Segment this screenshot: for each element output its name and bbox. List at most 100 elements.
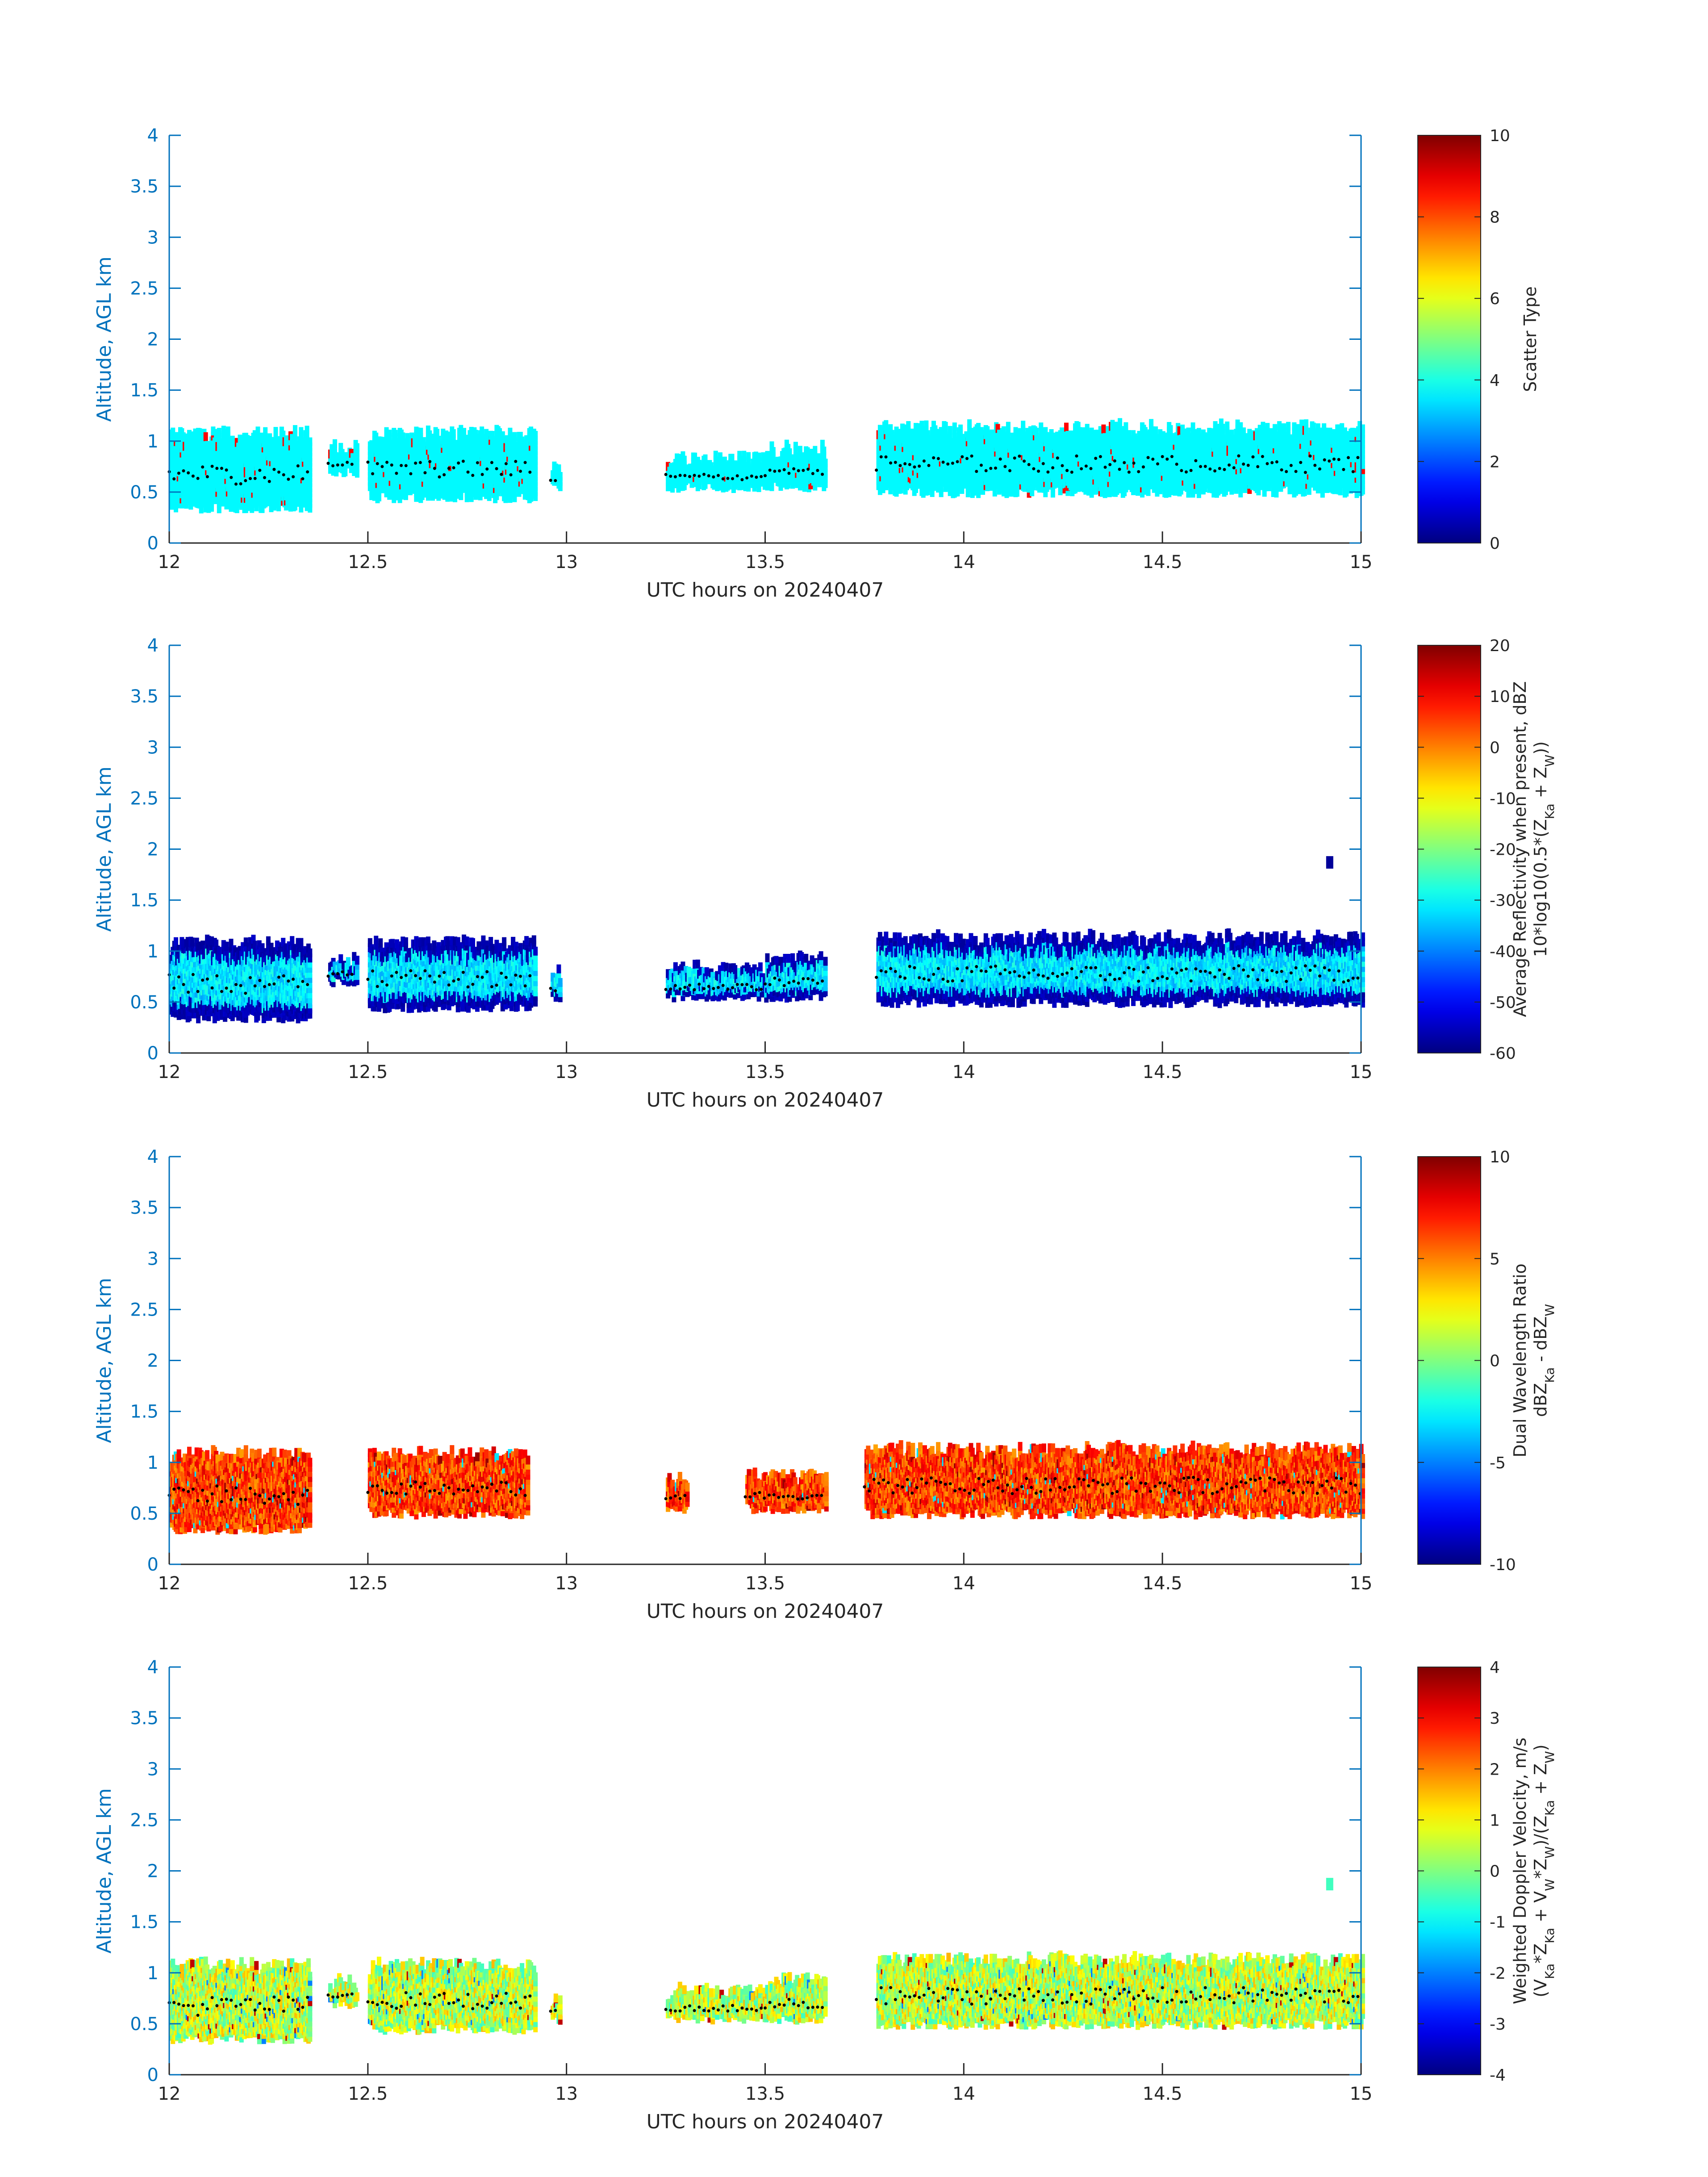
data-cell [742, 451, 746, 460]
layer-marker-dot [306, 470, 309, 473]
layer-marker-dot [669, 475, 672, 478]
data-cell [944, 422, 948, 431]
data-cell [299, 427, 303, 436]
layer-marker-dot [196, 477, 200, 480]
data-cell [418, 428, 423, 437]
layer-marker-dot [481, 473, 484, 476]
layer-marker-dot [192, 475, 195, 478]
layer-marker-dot [211, 465, 214, 468]
layer-marker-dot [792, 467, 795, 470]
layer-marker-dot [405, 464, 408, 467]
layer-marker-dot [490, 461, 493, 464]
data-cell [462, 428, 466, 437]
layer-marker-dot [400, 464, 403, 467]
layer-marker-dot [263, 476, 266, 479]
layer-marker-dot [244, 479, 247, 482]
data-cell [305, 426, 309, 435]
layer-marker-dot [462, 460, 465, 463]
layer-marker-dot [773, 470, 776, 473]
data-cells [168, 418, 1365, 513]
layer-marker-dot [254, 477, 257, 480]
layer-marker-dot [390, 464, 393, 467]
layer-marker-dot [702, 473, 706, 476]
data-cell [952, 422, 957, 431]
layer-marker-dot [234, 483, 238, 486]
layer-marker-dot [331, 464, 334, 468]
layer-marker-dot [385, 461, 388, 464]
layer-marker-dot [296, 464, 300, 468]
layer-marker-dot [519, 470, 522, 473]
layer-marker-dot [688, 475, 691, 478]
layer-marker-dot [821, 473, 824, 476]
layer-marker-dot [467, 471, 470, 474]
layer-marker-dot [778, 469, 781, 472]
layer-marker-dot [731, 477, 734, 480]
layer-marker-dot [549, 479, 552, 482]
layer-marker-dot [554, 479, 557, 482]
layer-marker-dot [428, 460, 431, 463]
layer-marker-dot [206, 475, 209, 478]
layer-marker-dot [177, 472, 180, 475]
layer-marker-dot [717, 474, 720, 477]
data-cell [948, 426, 952, 435]
layer-marker-dot [811, 472, 814, 475]
layer-marker-dot [485, 468, 489, 471]
layer-marker-dot [187, 471, 190, 474]
layer-marker-dot [447, 467, 451, 470]
data-cell [293, 425, 297, 434]
layer-marker-dot [220, 467, 223, 470]
data-cell [387, 430, 392, 439]
data-cell [556, 464, 561, 473]
layer-marker-dot [277, 471, 280, 474]
layer-marker-dot [722, 477, 725, 481]
layer-marker-dot [249, 477, 252, 480]
layer-marker-dot [419, 461, 422, 464]
layer-marker-dot [500, 473, 503, 476]
data-cell [308, 438, 312, 447]
layer-marker-dot [239, 482, 242, 485]
layer-marker-dot [366, 460, 369, 464]
layer-marker-dot [351, 463, 354, 466]
layer-marker-dot [514, 460, 517, 463]
layer-marker-dot [292, 475, 295, 478]
data-cell [217, 428, 221, 437]
layer-marker-dot [201, 465, 204, 468]
data-cell [263, 427, 267, 436]
layer-marker-dot [679, 474, 682, 477]
layer-marker-dot [750, 475, 753, 478]
data-cell [793, 442, 798, 451]
layer-marker-dot [760, 475, 763, 478]
data-cell [703, 455, 708, 464]
layer-marker-dot [230, 476, 233, 479]
layer-marker-dot [433, 467, 436, 470]
layer-marker-dot [505, 462, 508, 465]
layer-marker-dot [268, 480, 271, 483]
layer-marker-dot [443, 473, 446, 476]
layer-marker-dot [471, 474, 474, 477]
data-cell [757, 453, 761, 462]
data-cell [823, 459, 828, 468]
data-cell [451, 429, 456, 438]
data-cell [1006, 422, 1011, 431]
layer-marker-dot [806, 468, 810, 471]
layer-marker-dot [664, 473, 668, 476]
layer-marker-dot [524, 461, 527, 464]
layer-marker-dot [438, 476, 441, 479]
data-cell [355, 443, 359, 452]
layer-marker-dot [476, 461, 479, 464]
layer-marker-dot [745, 476, 748, 480]
data-cell [333, 439, 337, 448]
layer-marker-dot [697, 475, 701, 478]
layer-marker-dot [414, 462, 417, 465]
layer-marker-dot [336, 464, 339, 467]
data-cell [746, 452, 751, 461]
layer-marker-dot [423, 471, 426, 474]
layer-marker-dot [215, 467, 218, 470]
layer-marker-dot [371, 472, 374, 475]
data-cell [771, 447, 776, 456]
layer-marker-dot [683, 474, 686, 477]
data-cell [822, 447, 826, 455]
layer-marker-dot [172, 477, 175, 481]
layer-marker-dot [258, 469, 261, 472]
